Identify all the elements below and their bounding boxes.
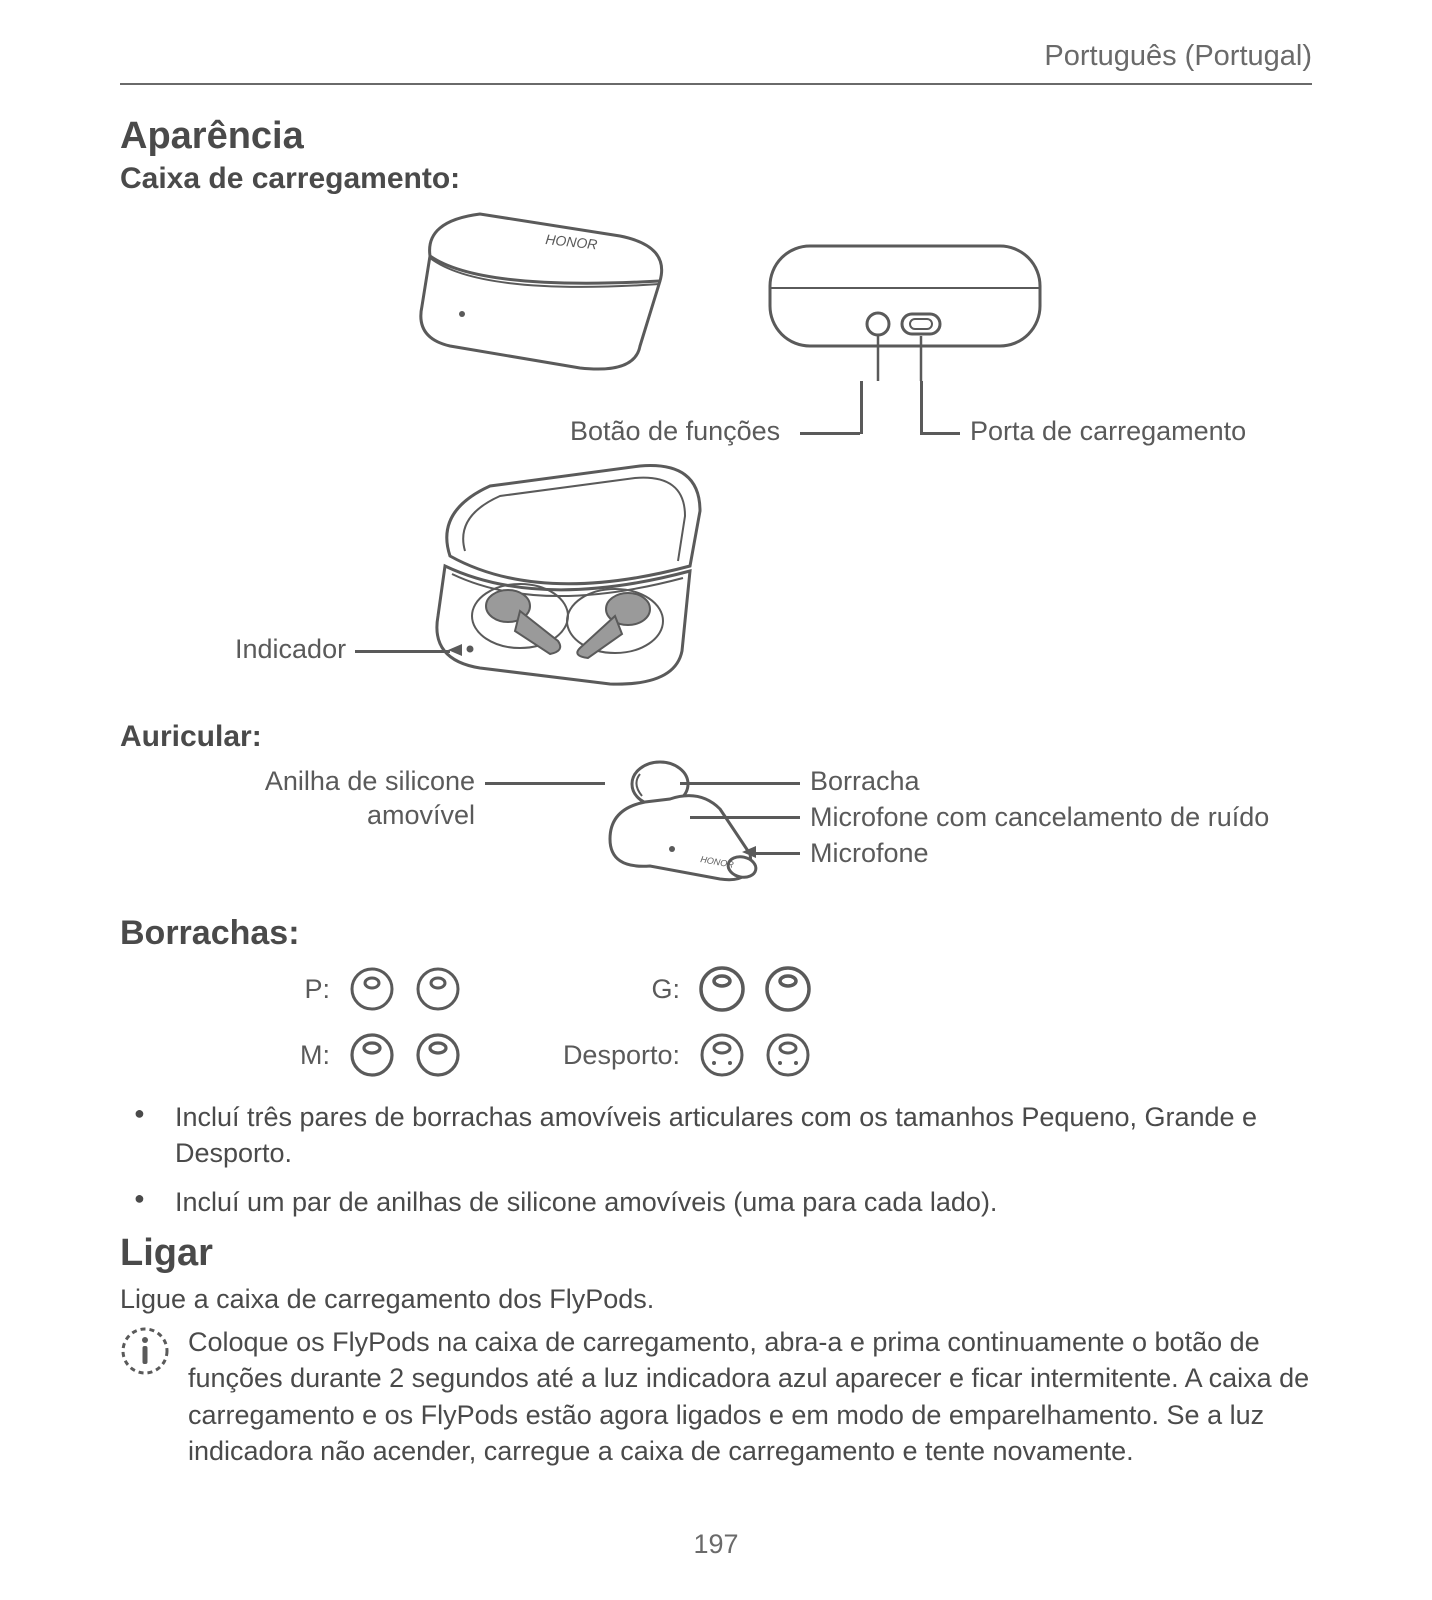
- bullet-item: Incluí três pares de borrachas amovíveis…: [120, 1099, 1312, 1172]
- eartip-size-sport: Desporto:: [550, 1040, 680, 1071]
- subheading-earbud: Auricular:: [120, 720, 1312, 754]
- section-title-eartips: Borrachas:: [120, 914, 1312, 953]
- section-title-power: Ligar: [120, 1232, 1312, 1275]
- label-indicator: Indicador: [235, 634, 346, 665]
- eartip-sport-icon: [698, 1031, 746, 1079]
- eartip-size-g: G:: [550, 974, 680, 1005]
- charging-case-closed-icon: HONOR: [390, 196, 690, 386]
- info-text: Coloque os FlyPods na caixa de carregame…: [188, 1324, 1312, 1470]
- power-intro: Ligue a caixa de carregamento dos FlyPod…: [120, 1281, 1312, 1317]
- earbud-icon: HONOR: [570, 754, 790, 894]
- eartip-p-icon: [414, 965, 462, 1013]
- eartips-grid: P: G: M: Desporto:: [120, 965, 1312, 1079]
- eartip-size-m: M:: [270, 1040, 330, 1071]
- label-eartip: Borracha: [810, 766, 920, 797]
- eartip-sport-icon: [764, 1031, 812, 1079]
- info-callout: Coloque os FlyPods na caixa de carregame…: [120, 1324, 1312, 1470]
- section-title-appearance: Aparência: [120, 115, 1312, 158]
- label-noise-mic: Microfone com cancelamento de ruído: [810, 802, 1269, 833]
- eartip-m-icon: [414, 1031, 462, 1079]
- diagram-earbud: HONOR Anilha de silicone amovível Borrac…: [120, 754, 1312, 904]
- info-icon: [120, 1326, 170, 1376]
- diagram-charging-case: HONOR Botão de funções Porta de carregam…: [120, 196, 1312, 456]
- charging-case-open-icon: [390, 456, 720, 706]
- charging-case-back-icon: [760, 236, 1050, 386]
- eartip-g-icon: [698, 965, 746, 1013]
- label-silicone-ring-2: amovível: [215, 800, 475, 831]
- label-mic: Microfone: [810, 838, 929, 869]
- label-silicone-ring-1: Anilha de silicone: [215, 766, 475, 797]
- subheading-charging-case: Caixa de carregamento:: [120, 162, 1312, 196]
- eartip-m-icon: [348, 1031, 396, 1079]
- header-language: Português (Portugal): [120, 40, 1312, 85]
- label-charging-port: Porta de carregamento: [970, 416, 1246, 447]
- label-function-button: Botão de funções: [570, 416, 780, 447]
- eartip-size-p: P:: [270, 974, 330, 1005]
- diagram-open-case: Indicador: [120, 456, 1312, 716]
- bullet-item: Incluí um par de anilhas de silicone amo…: [120, 1184, 1312, 1220]
- eartip-p-icon: [348, 965, 396, 1013]
- page-number: 197: [0, 1529, 1432, 1560]
- bullet-list: Incluí três pares de borrachas amovíveis…: [120, 1099, 1312, 1220]
- eartip-g-icon: [764, 965, 812, 1013]
